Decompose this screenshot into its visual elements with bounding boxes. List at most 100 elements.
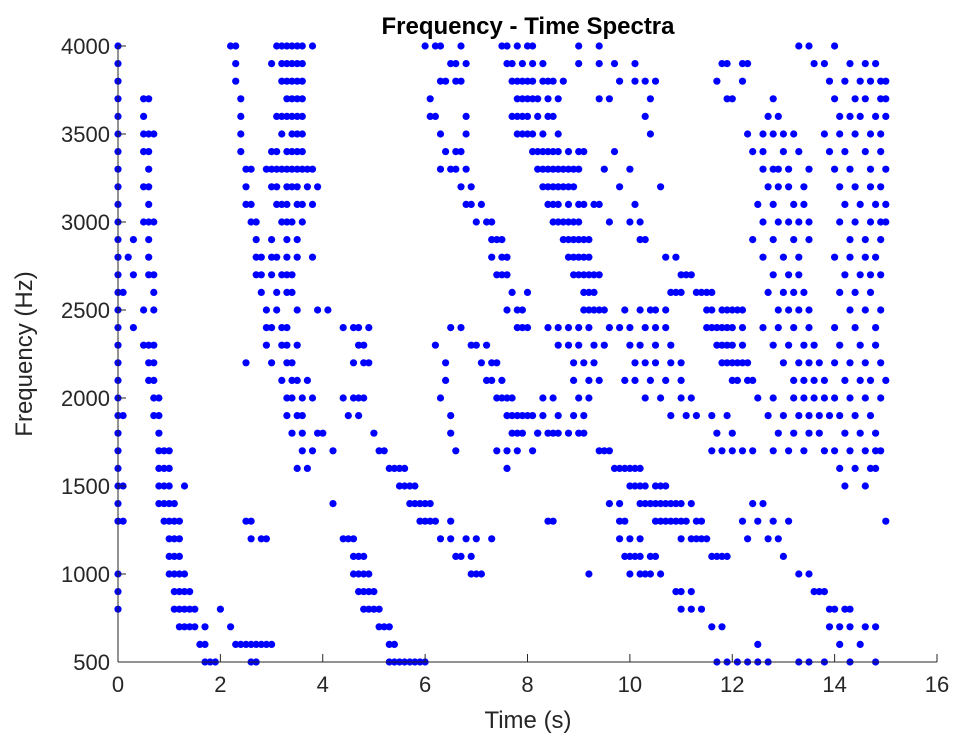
data-point [288,60,296,68]
data-point [360,394,368,402]
data-point [549,148,557,156]
data-point [145,236,153,244]
data-point [237,112,245,120]
data-point [411,500,419,508]
data-point [728,447,736,455]
data-point [457,552,465,561]
data-point [426,95,434,103]
data-point [365,588,373,596]
data-point [191,605,199,613]
data-point [718,447,726,455]
data-point [308,200,317,208]
data-point [170,552,178,561]
data-point [247,165,255,173]
data-point [293,77,301,85]
data-point [508,112,516,120]
data-point [692,412,701,420]
data-point [616,324,624,332]
data-point [585,570,593,578]
data-point [646,376,655,384]
data-point [436,165,445,173]
data-point [288,130,296,138]
data-point [298,112,306,120]
data-point [283,95,291,103]
data-point [774,218,782,226]
data-point [477,200,485,208]
data-point [145,341,153,349]
data-point [273,253,281,261]
data-point [518,324,527,332]
x-tick-label: 10 [618,672,642,697]
data-point [160,482,168,490]
data-point [283,183,291,191]
data-point [273,306,281,314]
data-point [180,623,189,631]
data-point [165,552,173,561]
data-point [303,464,311,472]
data-point [426,500,434,508]
data-point [534,148,542,156]
data-point [626,218,634,226]
data-point [349,359,358,367]
data-point [820,588,829,596]
data-point [564,341,573,349]
data-point [493,359,501,367]
data-point [288,271,296,279]
data-point [790,200,798,208]
data-point [452,148,460,156]
data-point [242,640,250,649]
data-point [498,271,506,279]
data-point [288,394,296,402]
data-point [262,306,270,314]
data-point [513,77,521,85]
data-point [570,183,578,191]
data-point [866,464,875,472]
data-point [677,376,685,384]
data-point [697,288,706,296]
data-point [503,464,511,472]
data-point [554,324,562,332]
data-point [273,165,281,173]
data-point [580,429,588,437]
data-point [365,570,373,578]
data-point [682,271,690,279]
data-point [713,429,721,437]
data-point [769,200,777,208]
data-point [815,429,823,437]
data-point [175,552,183,561]
data-point [872,324,880,332]
data-point [498,394,506,402]
data-point [805,412,813,420]
data-point [344,535,352,543]
data-point [718,324,726,332]
data-point [626,482,634,490]
data-point [436,42,445,50]
data-point [518,60,527,68]
data-point [145,130,153,138]
data-point [785,165,793,173]
data-point [738,341,747,349]
data-point [621,552,629,561]
data-point [836,218,844,226]
data-point [360,359,368,367]
data-point [288,77,296,85]
data-point [595,447,603,455]
data-point [616,77,624,85]
data-point [268,236,276,244]
data-point [631,376,639,384]
data-point [232,60,240,68]
data-point [523,288,532,296]
data-point [488,218,496,226]
data-point [575,200,583,208]
data-point [452,447,460,455]
data-point [539,165,547,173]
data-point [175,535,183,543]
data-point [764,183,772,191]
data-point [836,130,844,138]
data-point [293,148,301,156]
data-point [462,535,470,543]
data-point [237,130,245,138]
data-point [708,412,716,420]
data-point [856,112,864,120]
